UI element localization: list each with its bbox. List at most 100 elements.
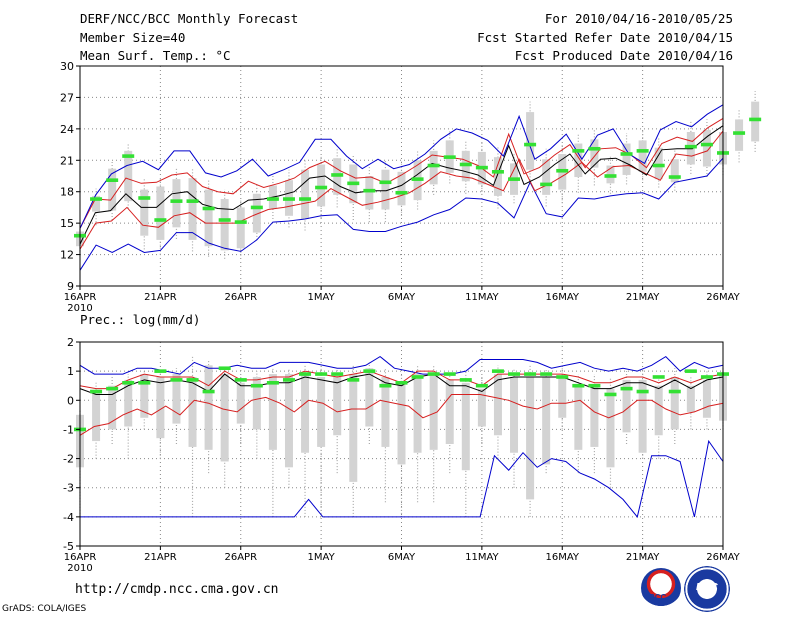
box [493,157,502,196]
box [590,385,599,447]
median-marker [202,389,215,394]
box [236,382,245,424]
median-marker [395,381,408,385]
median-marker [700,142,713,147]
box [654,147,663,180]
y-tick-label: -3 [63,482,74,495]
fcst-produced-date: Fcst Produced Date 2010/04/16 [514,48,733,63]
median-marker [379,180,392,185]
box [638,140,647,172]
x-tick-label: 16APR [64,552,97,563]
median-marker [604,174,617,178]
median-marker [379,383,392,388]
box [140,374,149,418]
x-tick-label: 16APR [64,292,97,303]
box [622,143,631,175]
box [204,365,213,450]
y-tick-label: -1 [63,423,74,436]
forecast-period: For 2010/04/16-2010/05/25 [544,11,733,26]
x-tick-label: 21MAY [626,292,660,303]
series-min [79,104,724,229]
median-marker [588,146,601,151]
median-marker [524,372,537,376]
y-tick-label: 12 [60,249,74,262]
x-tick-label: 26MAY [706,292,740,303]
median-marker [443,372,456,376]
grads-credit: GrADS: COLA/IGES [2,604,87,614]
median-marker [282,197,295,201]
y-tick-label: -4 [63,511,74,524]
y-tick-label: 21 [60,154,74,167]
ncc-logo: NCC [684,566,730,612]
box [92,195,101,212]
precipitation-panel: -5 -4 -3 -2 -1 0 1 2 16APR 21APR 26APR 1MAY 6MAY 11MA… [63,336,741,574]
box [574,385,583,450]
box [397,382,406,465]
median-marker [524,142,537,147]
median-marker [475,165,488,170]
median-marker [266,381,279,385]
box [284,374,293,468]
median-marker [170,378,183,382]
median-marker [363,369,376,373]
median-marker [154,369,167,373]
median-marker [411,177,424,181]
bcc-logo: BCC [641,568,681,608]
box [542,159,551,195]
median-marker [106,178,119,182]
box [156,376,165,439]
box [670,376,679,430]
y-tick-label: 27 [60,91,74,104]
x-tick-label: 26MAY [706,552,740,563]
box [140,189,149,236]
source-url[interactable]: http://cmdp.ncc.cma.gov.cn [75,582,279,597]
median-marker [266,197,279,201]
median-marker [508,372,521,376]
box [252,376,261,430]
temperature-panel: 9 12 15 18 21 24 27 30 16APR 21APR 26APR 1MAY 6MAY 11… [60,60,762,314]
box [236,207,245,249]
median-marker [122,381,135,385]
median-marker [700,375,713,379]
variable-label: Mean Surf. Temp.: °C [80,48,231,63]
box [204,189,213,247]
box [124,379,133,427]
x-tick-label: 1MAY [308,552,336,563]
box [590,139,599,168]
box [461,382,470,471]
box [558,376,567,418]
median-marker [218,366,231,371]
box [622,379,631,433]
median-marker [684,144,697,149]
x-tick-label: 21MAY [626,552,660,563]
series-mean [79,125,724,245]
median-marker [331,173,344,177]
median-marker [186,199,199,203]
median-marker [556,375,569,379]
median-marker [652,375,665,379]
box [654,385,663,436]
box [220,374,229,462]
x-tick-label: 26APR [224,292,257,303]
x-tick-label: 1MAY [308,292,336,303]
box [188,178,197,240]
box [526,376,535,500]
y-tick-label: 15 [60,217,74,230]
box [445,379,454,444]
box [252,193,261,233]
median-marker [540,182,553,187]
x-tick-label: 21APR [144,552,177,563]
box [702,129,711,167]
box [317,376,326,447]
median-marker [250,383,263,388]
box [349,374,358,482]
box [381,169,390,210]
box [735,119,744,151]
box [542,376,551,465]
box [397,171,406,206]
median-marker [282,378,295,382]
y-tick-label: 1 [67,365,74,378]
x-tick-label: 11MAY [465,292,499,303]
median-marker [138,196,151,200]
